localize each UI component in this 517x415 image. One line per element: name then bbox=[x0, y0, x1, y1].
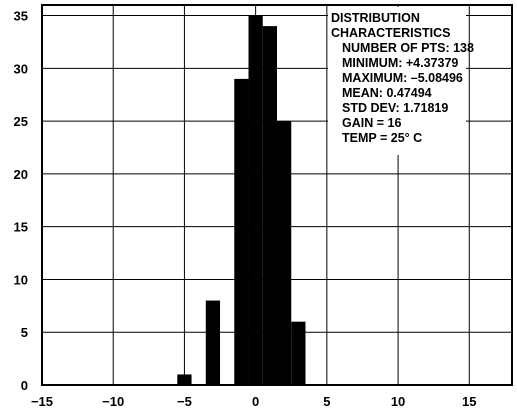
x-tick-label: 0 bbox=[252, 394, 259, 409]
histogram-bar bbox=[262, 26, 277, 385]
y-tick-label: 5 bbox=[21, 325, 28, 340]
histogram-bar bbox=[234, 78, 249, 385]
characteristics-line: MEAN: 0.47494 bbox=[342, 86, 432, 100]
histogram-bar bbox=[205, 300, 221, 385]
x-tick-label: −5 bbox=[177, 394, 192, 409]
histogram-bar bbox=[277, 121, 292, 385]
characteristics-line: GAIN = 16 bbox=[342, 116, 401, 130]
x-tick-labels: −15 −10 −5 0 5 10 15 bbox=[31, 394, 477, 409]
characteristics-line: TEMP = 25° C bbox=[342, 131, 422, 145]
characteristics-line: NUMBER OF PTS: 138 bbox=[342, 41, 474, 55]
y-tick-label: 35 bbox=[14, 9, 28, 24]
characteristics-header: CHARACTERISTICS bbox=[331, 26, 450, 40]
y-tick-label: 25 bbox=[14, 114, 28, 129]
y-tick-labels: 0 5 10 15 20 25 30 35 bbox=[14, 9, 28, 393]
y-tick-label: 10 bbox=[14, 272, 28, 287]
characteristics-line: MINIMUM: +4.37379 bbox=[342, 56, 458, 70]
x-tick-label: 10 bbox=[391, 394, 405, 409]
x-tick-label: 5 bbox=[323, 394, 330, 409]
characteristics-box bbox=[328, 7, 466, 155]
histogram-bar bbox=[291, 321, 306, 385]
bars-group bbox=[177, 15, 306, 386]
plot-frame bbox=[41, 4, 513, 386]
characteristics-line: MAXIMUM: –5.08496 bbox=[342, 71, 463, 85]
characteristics-header: DISTRIBUTION bbox=[331, 11, 420, 25]
x-tick-label: 15 bbox=[462, 394, 476, 409]
histogram-bar bbox=[177, 374, 192, 385]
x-tick-label: −10 bbox=[102, 394, 124, 409]
y-tick-label: 15 bbox=[14, 220, 28, 235]
characteristics-line: STD DEV: 1.71819 bbox=[342, 101, 448, 115]
histogram-bar bbox=[248, 15, 263, 386]
x-tick-label: −15 bbox=[31, 394, 53, 409]
y-tick-label: 20 bbox=[14, 167, 28, 182]
y-tick-label: 0 bbox=[21, 378, 28, 393]
y-tick-label: 30 bbox=[14, 61, 28, 76]
